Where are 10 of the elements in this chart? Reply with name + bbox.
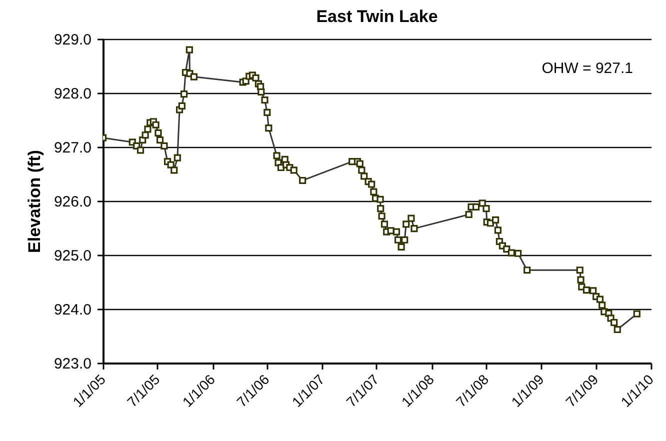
chart-title: East Twin Lake bbox=[316, 7, 438, 26]
y-tick-label: 928.0 bbox=[54, 86, 92, 102]
y-tick-label: 923.0 bbox=[54, 356, 92, 372]
y-tick-label: 929.0 bbox=[54, 32, 92, 48]
y-tick-label: 924.0 bbox=[54, 302, 92, 318]
y-tick-label: 925.0 bbox=[54, 248, 92, 264]
y-axis-title: Elevation (ft) bbox=[24, 150, 44, 253]
y-tick-label: 927.0 bbox=[54, 140, 92, 156]
annotation: OHW = 927.1 bbox=[542, 60, 633, 77]
y-tick-label: 926.0 bbox=[54, 194, 92, 210]
